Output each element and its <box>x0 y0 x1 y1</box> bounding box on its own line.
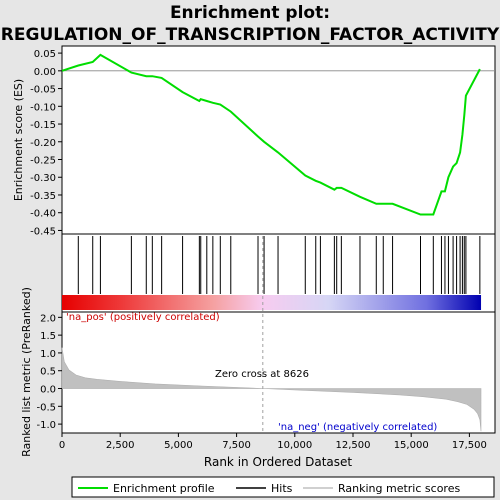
x-axis-label: Rank in Ordered Dataset <box>204 455 352 469</box>
legend-label-hits: Hits <box>271 482 293 495</box>
x-tick-label: 0 <box>59 440 65 451</box>
es-y-tick-label: -0.15 <box>30 120 56 131</box>
es-y-tick-label: -0.10 <box>30 102 56 113</box>
es-y-tick-label: -0.25 <box>30 156 56 167</box>
es-y-tick-label: -0.45 <box>30 226 56 237</box>
es-panel <box>61 45 496 235</box>
metric-panel <box>61 311 496 434</box>
metric-y-tick-label: 0.0 <box>40 385 56 396</box>
es-y-tick-label: -0.05 <box>30 85 56 96</box>
rank-color-gradient <box>62 295 482 310</box>
es-y-axis-label: Enrichment score (ES) <box>12 79 25 201</box>
x-tick-label: 7,500 <box>222 440 251 451</box>
metric-layer: 2.0 1.5 1.0 0.5 0.0 -0.5 -1.00 2,500 5,000 7,500 1… <box>36 236 487 451</box>
x-tick-label: 12,500 <box>335 440 370 451</box>
metric-y-tick-label: 1.0 <box>40 349 56 360</box>
title-line-1: Enrichment plot: <box>170 3 330 23</box>
x-tick-label: 5,000 <box>164 440 193 451</box>
metric-y-axis-label: Ranked list metric (PreRanked) <box>20 287 33 457</box>
metric-y-tick-label: 2.0 <box>40 313 56 324</box>
metric-y-tick-label: 1.5 <box>40 331 56 342</box>
ranking-metric-area <box>61 347 482 432</box>
hits-layer <box>77 236 481 294</box>
es-layer: 0.05 0.00 -0.05 -0.10 -0.15 -0.20 -0.25 -0.30 -0… <box>30 49 495 237</box>
neg-correlated-label: 'na_neg' (negatively correlated) <box>278 422 437 433</box>
x-tick-label: 10,000 <box>277 440 312 451</box>
title-line-2: REGULATION_OF_TRANSCRIPTION_FACTOR_ACTIV… <box>1 25 500 45</box>
enrichment-profile-line <box>61 53 481 216</box>
x-tick-label: 2,500 <box>106 440 135 451</box>
x-tick-label: 17,500 <box>452 440 487 451</box>
pos-correlated-label: 'na_pos' (positively correlated) <box>66 312 220 323</box>
es-y-tick-label: -0.20 <box>30 138 56 149</box>
zero-cross-label: Zero cross at 8626 <box>215 369 309 380</box>
rank-color-bar <box>62 295 482 310</box>
metric-y-tick-label: 0.5 <box>40 367 56 378</box>
legend-box <box>71 476 495 498</box>
x-tick-label: 15,000 <box>394 440 429 451</box>
legend-label-enrichment: Enrichment profile <box>113 482 215 495</box>
metric-y-tick-label: -1.0 <box>36 420 56 431</box>
es-y-tick-label: -0.40 <box>30 209 56 220</box>
metric-y-tick-label: -0.5 <box>36 402 56 413</box>
es-y-tick-label: 0.00 <box>34 67 56 78</box>
es-y-tick-label: -0.35 <box>30 191 56 202</box>
legend-label-metric: Ranking metric scores <box>338 482 460 495</box>
es-y-tick-label: 0.05 <box>34 49 56 60</box>
es-y-tick-label: -0.30 <box>30 173 56 184</box>
